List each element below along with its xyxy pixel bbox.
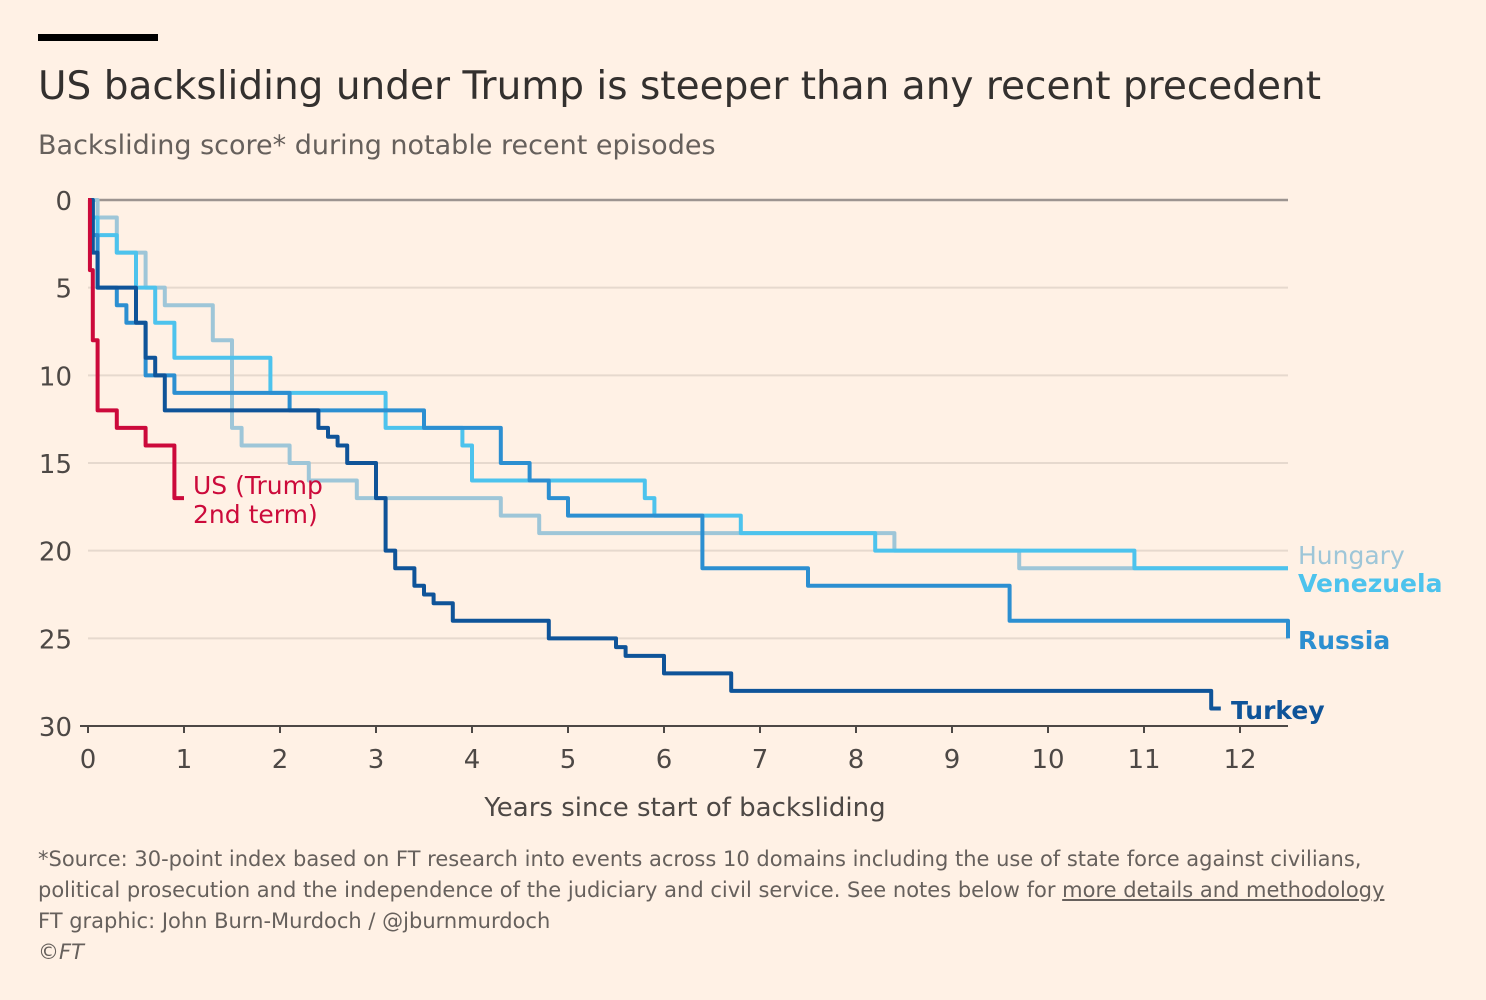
gridlines xyxy=(88,198,1288,640)
source-note-line2: political prosecution and the independen… xyxy=(38,875,1384,906)
x-tick-label: 6 xyxy=(656,745,673,775)
series-line-us xyxy=(87,198,184,501)
series-label-us-line1: US (Trump xyxy=(193,471,323,500)
x-tick-label: 7 xyxy=(752,745,769,775)
series-label-turkey: Turkey xyxy=(1231,696,1325,725)
x-axis-title: Years since start of backsliding xyxy=(483,793,885,823)
x-tick-label: 2 xyxy=(272,745,289,775)
x-tick-label: 8 xyxy=(848,745,865,775)
y-tick-label: 15 xyxy=(39,450,72,480)
y-tick-label: 20 xyxy=(39,538,72,568)
series-labels: Hungary Venezuela Russia Turkey US (Trum… xyxy=(193,471,1442,725)
source-note-line2-text: political prosecution and the independen… xyxy=(38,878,1063,902)
chart-subtitle: Backsliding score* during notable recent… xyxy=(38,130,716,161)
x-tick-label: 12 xyxy=(1223,745,1256,775)
x-tick-label: 4 xyxy=(464,745,481,775)
x-axis: 0 1 2 3 4 5 6 7 8 9 10 11 12 xyxy=(80,725,1288,775)
y-tick-label: 30 xyxy=(39,713,72,743)
source-note-line1: *Source: 30-point index based on FT rese… xyxy=(38,847,1362,871)
graphic-credit: FT graphic: John Burn-Murdoch / @jburnmu… xyxy=(38,909,551,933)
x-tick-label: 0 xyxy=(80,745,97,775)
series-line-hungary xyxy=(88,198,1288,571)
x-tick-label: 1 xyxy=(176,745,193,775)
x-tick-label: 9 xyxy=(944,745,961,775)
series-label-hungary: Hungary xyxy=(1298,541,1405,570)
y-tick-label: 0 xyxy=(55,187,72,217)
footnotes: *Source: 30-point index based on FT rese… xyxy=(38,844,1384,968)
y-tick-label: 10 xyxy=(39,362,72,392)
copyright: ©FT xyxy=(38,940,84,964)
series-line-russia xyxy=(88,198,1290,639)
series-lines xyxy=(87,198,1290,711)
x-tick-label: 10 xyxy=(1031,745,1064,775)
y-tick-label: 25 xyxy=(39,625,72,655)
series-label-venezuela: Venezuela xyxy=(1298,569,1442,598)
series-label-russia: Russia xyxy=(1298,626,1390,655)
series-line-turkey xyxy=(88,198,1221,711)
x-tick-label: 3 xyxy=(368,745,385,775)
y-tick-label: 5 xyxy=(55,275,72,305)
methodology-link[interactable]: more details and methodology xyxy=(1062,878,1385,902)
x-tick-label: 11 xyxy=(1127,745,1160,775)
x-tick-label: 5 xyxy=(560,745,577,775)
y-axis-ticks: 0 5 10 15 20 25 30 xyxy=(39,187,72,743)
chart-title: US backsliding under Trump is steeper th… xyxy=(38,64,1322,109)
ft-brand-bar xyxy=(38,34,158,41)
series-label-us-line2: 2nd term) xyxy=(193,500,318,529)
